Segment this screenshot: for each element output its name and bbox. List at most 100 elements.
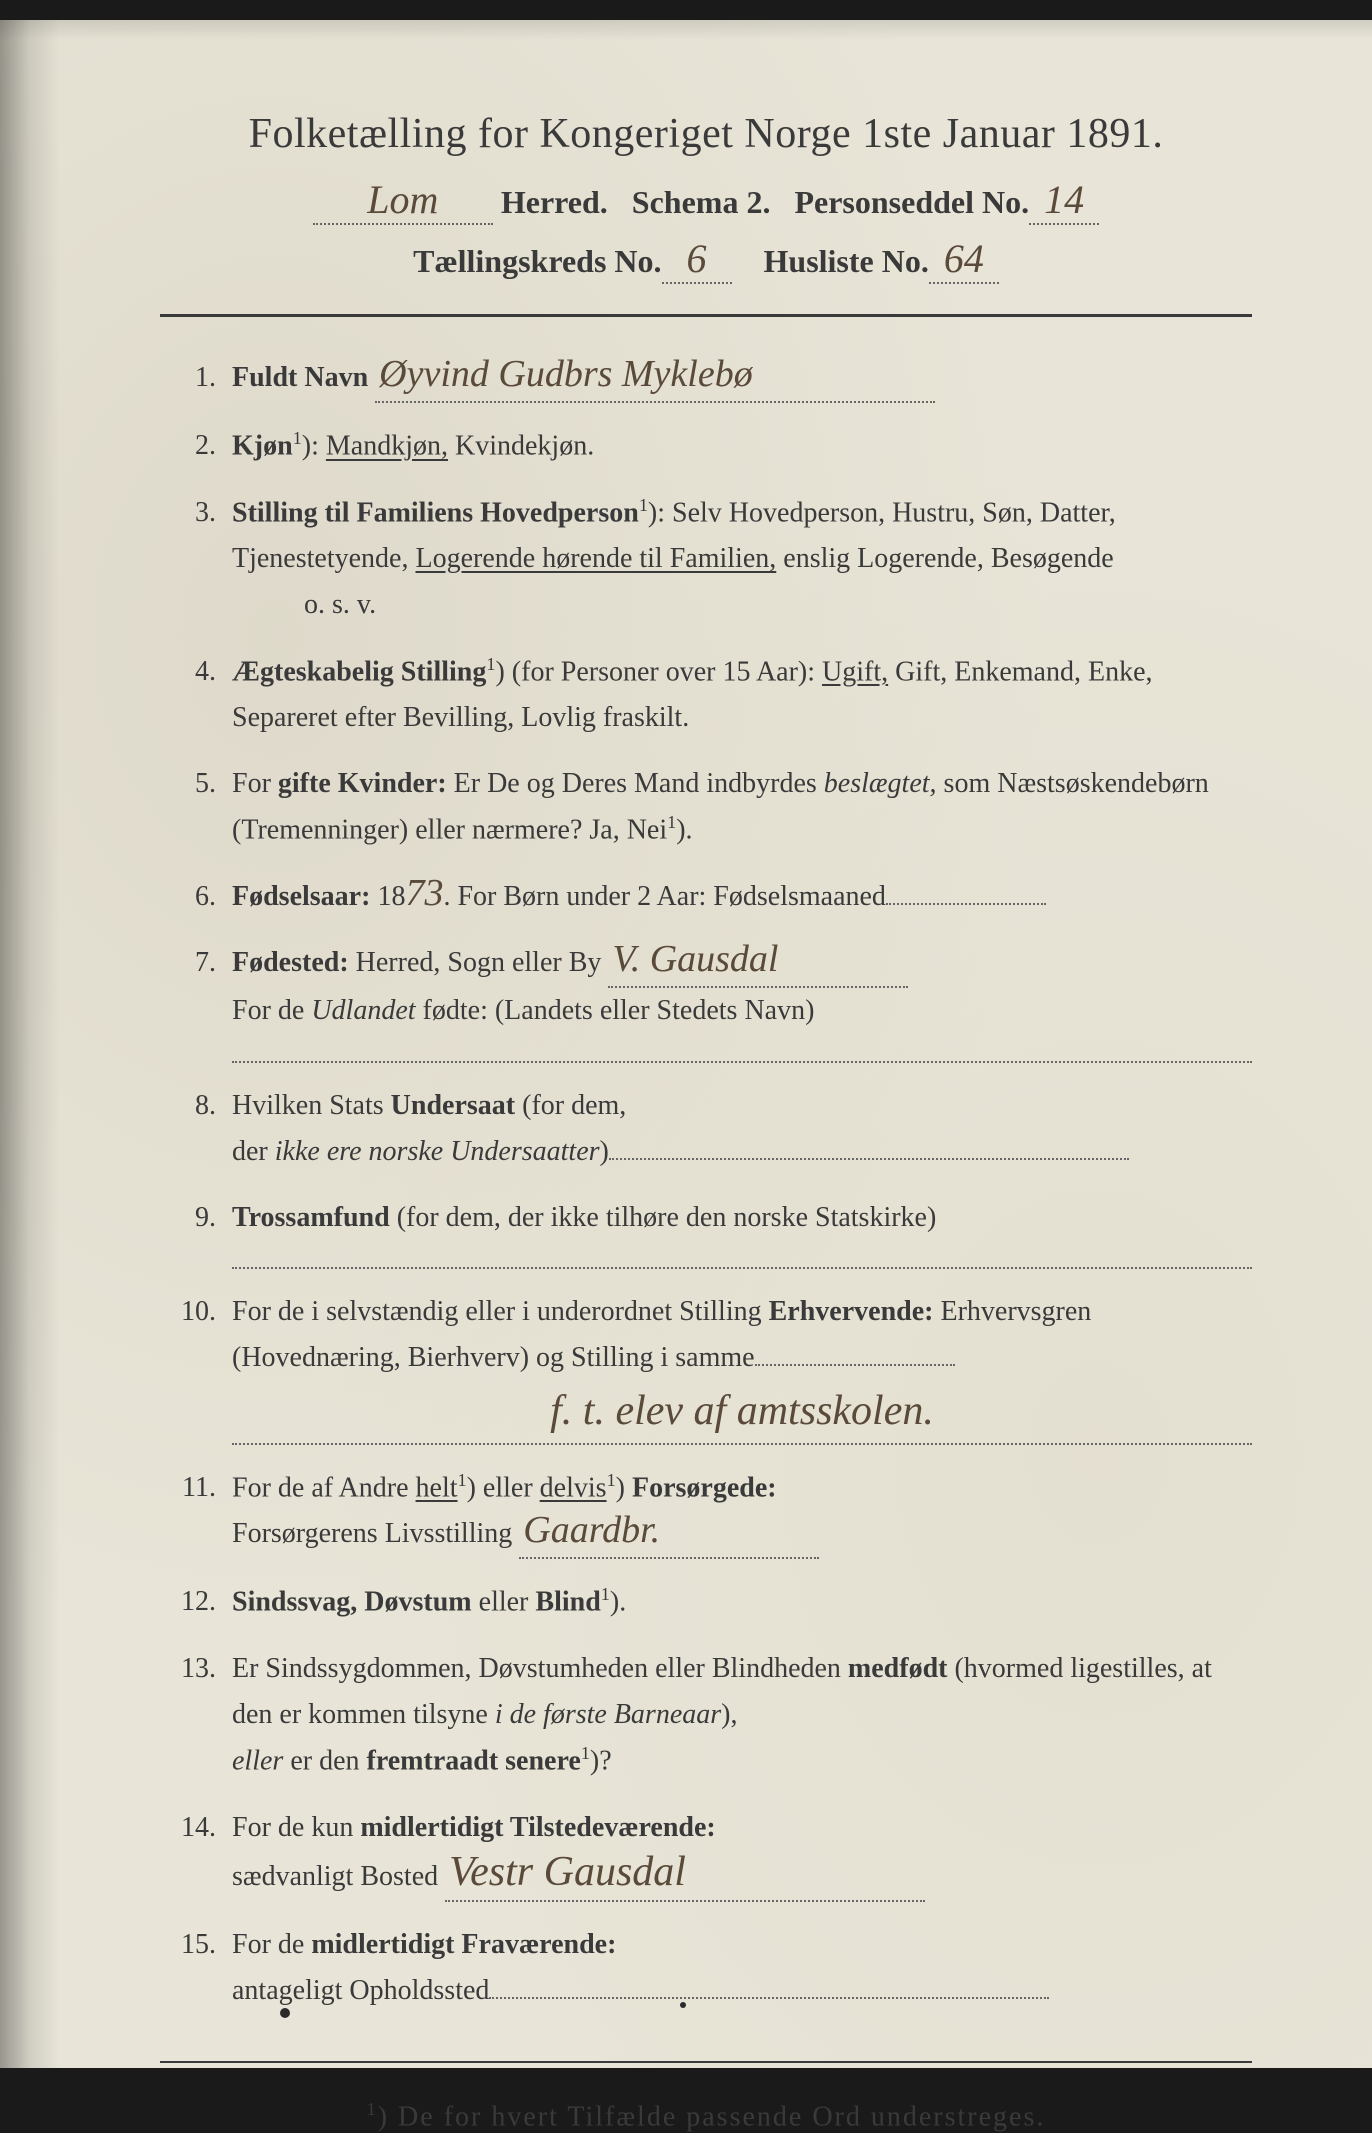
item-text: eller xyxy=(472,1587,536,1618)
item-number: 8. xyxy=(160,1083,216,1129)
item-text: ) xyxy=(616,1472,632,1503)
item-number: 4. xyxy=(160,649,216,695)
item-label: Sindssvag, Døvstum xyxy=(232,1587,472,1618)
item-text: For xyxy=(232,768,278,799)
item-number: 13. xyxy=(160,1646,216,1692)
item-text: Hvilken Stats xyxy=(232,1090,391,1121)
ink-spot xyxy=(280,2008,290,2018)
blank-line xyxy=(232,1241,1252,1269)
item-1-name: 1. Fuldt Navn Øyvind Gudbrs Myklebø xyxy=(160,355,1252,403)
footnote-ref: 1 xyxy=(639,495,648,515)
item-number: 2. xyxy=(160,423,216,469)
item-10-erhvervende: 10. For de i selvstændig eller i underor… xyxy=(160,1289,1252,1445)
item-14-tilstedevaerende: 14. For de kun midlertidigt Tilstedevære… xyxy=(160,1805,1252,1902)
item-number: 1. xyxy=(160,355,216,401)
blank-field xyxy=(886,903,1046,905)
schema-label: Schema 2. xyxy=(632,184,771,220)
option: delvis xyxy=(540,1472,607,1503)
item-6-fodselsaar: 6. Fødselsaar: 1873. For Børn under 2 Aa… xyxy=(160,874,1252,920)
item-text: . For Børn under 2 Aar: Fødselsmaaned xyxy=(443,881,886,912)
item-text: ) xyxy=(600,1136,609,1167)
item-number: 10. xyxy=(160,1289,216,1335)
item-text: ): xyxy=(302,431,326,462)
footnote-ref: 1 xyxy=(458,1470,467,1490)
item-italic: Udlandet xyxy=(311,995,415,1026)
item-number: 3. xyxy=(160,490,216,536)
herred-label: Herred. xyxy=(501,184,608,220)
item-italic: eller xyxy=(232,1746,283,1777)
item-text: (for dem, der ikke tilhøre den norske St… xyxy=(390,1202,937,1233)
taellingskreds-no: 6 xyxy=(662,235,732,284)
item-text: ). xyxy=(676,815,692,846)
item-label: Ægteskabelig Stilling xyxy=(232,656,486,687)
item-text: For de i selvstændig eller i underordnet… xyxy=(232,1296,769,1327)
item-label: medfødt xyxy=(848,1653,948,1684)
forsorger-value: Gaardbr. xyxy=(523,1509,660,1551)
personseddel-no: 14 xyxy=(1029,176,1099,225)
item-number: 11. xyxy=(160,1465,216,1511)
footnote-ref: 1 xyxy=(601,1584,610,1604)
item-label: Blind xyxy=(535,1587,600,1618)
page-title: Folketælling for Kongeriget Norge 1ste J… xyxy=(160,110,1252,158)
item-text: ) (for Personer over 15 Aar): xyxy=(495,656,822,687)
item-text: ). xyxy=(610,1587,626,1618)
herred-value: Lom xyxy=(313,176,493,225)
option: helt xyxy=(416,1472,458,1503)
item-text: enslig Logerende, Besøgende xyxy=(776,543,1113,574)
footnote-ref: 1 xyxy=(667,812,676,832)
form-items: 1. Fuldt Navn Øyvind Gudbrs Myklebø 2. K… xyxy=(160,355,1252,2015)
item-number: 15. xyxy=(160,1922,216,1968)
year-value: 73 xyxy=(405,872,443,914)
item-text: der xyxy=(232,1136,275,1167)
item-label: Stilling til Familiens Hovedperson xyxy=(232,497,639,528)
item-4-aegteskab: 4. Ægteskabelig Stilling1) (for Personer… xyxy=(160,649,1252,742)
item-text: antageligt Opholdssted xyxy=(232,1975,489,2006)
item-5-gifte-kvinder: 5. For gifte Kvinder: Er De og Deres Man… xyxy=(160,761,1252,854)
item-number: 14. xyxy=(160,1805,216,1851)
fodested-value: V. Gausdal xyxy=(612,938,778,980)
item-text: Er De og Deres Mand indbyrdes xyxy=(447,768,824,799)
blank-line xyxy=(232,1035,1252,1063)
item-text: For de kun xyxy=(232,1812,360,1843)
item-italic: beslægtet, xyxy=(824,768,937,799)
item-text: fødte: (Landets eller Stedets Navn) xyxy=(416,995,815,1026)
footnote-ref: 1 xyxy=(607,1470,616,1490)
census-form-page: Folketælling for Kongeriget Norge 1ste J… xyxy=(0,20,1372,2068)
husliste-label: Husliste No. xyxy=(764,243,929,279)
item-label: Undersaat xyxy=(391,1090,515,1121)
item-number: 5. xyxy=(160,761,216,807)
item-label: gifte Kvinder: xyxy=(278,768,447,799)
item-label: Trossamfund xyxy=(232,1202,390,1233)
item-11-forsorgede: 11. For de af Andre helt1) eller delvis1… xyxy=(160,1465,1252,1560)
item-text: (for dem, xyxy=(515,1090,626,1121)
item-number: 12. xyxy=(160,1579,216,1625)
item-text: er den xyxy=(283,1746,366,1777)
item-label: Fødested: xyxy=(232,947,349,978)
item-label: fremtraadt senere xyxy=(367,1746,581,1777)
footnote-text: ) De for hvert Tilfælde passende Ord und… xyxy=(378,2101,1046,2132)
item-7-fodested: 7. Fødested: Herred, Sogn eller By V. Ga… xyxy=(160,940,1252,1062)
item-label: midlertidigt Tilstedeværende: xyxy=(360,1812,715,1843)
item-2-kjon: 2. Kjøn1): Mandkjøn, Kvindekjøn. xyxy=(160,423,1252,470)
item-continuation: o. s. v. xyxy=(304,582,1252,628)
item-8-undersaat: 8. Hvilken Stats Undersaat (for dem, der… xyxy=(160,1083,1252,1175)
header-divider xyxy=(160,314,1252,317)
item-number: 6. xyxy=(160,874,216,920)
item-text: Kvindekjøn. xyxy=(448,431,594,462)
header-row-2: Tællingskreds No.6 Husliste No.64 xyxy=(160,235,1252,284)
item-label: Forsørgede: xyxy=(632,1472,777,1503)
bosted-value: Vestr Gausdal xyxy=(449,1849,686,1895)
item-text: For de af Andre xyxy=(232,1472,416,1503)
item-number: 7. xyxy=(160,940,216,986)
footnote: 1) De for hvert Tilfælde passende Ord un… xyxy=(160,2099,1252,2133)
item-label: Kjøn xyxy=(232,431,293,462)
footer-divider xyxy=(160,2061,1252,2063)
taellingskreds-label: Tællingskreds No. xyxy=(413,243,661,279)
item-text: For de xyxy=(232,1929,311,1960)
selected-option: Mandkjøn, xyxy=(326,431,448,462)
item-15-fravaerende: 15. For de midlertidigt Fraværende: anta… xyxy=(160,1922,1252,2014)
personseddel-label: Personseddel No. xyxy=(794,184,1029,220)
year-prefix: 18 xyxy=(370,881,405,912)
item-label: Erhvervende: xyxy=(769,1296,934,1327)
header-row-1: Lom Herred. Schema 2. Personseddel No.14 xyxy=(160,176,1252,225)
